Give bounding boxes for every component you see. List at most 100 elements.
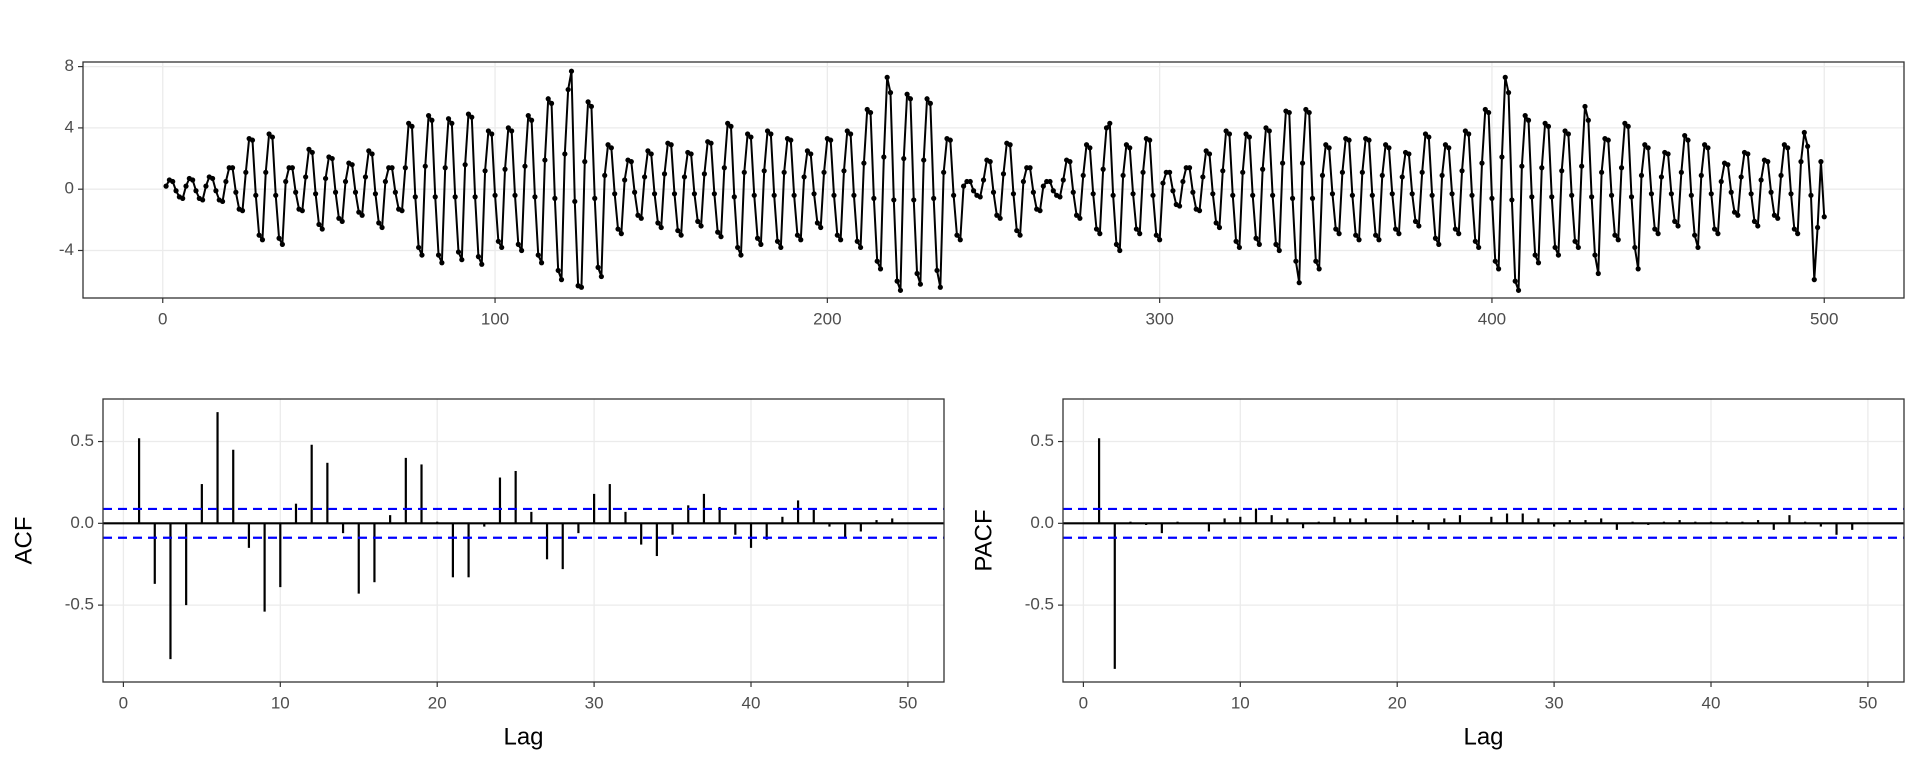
data-point xyxy=(1715,231,1721,237)
data-point xyxy=(1309,195,1316,201)
data-point xyxy=(332,189,339,195)
data-point xyxy=(203,183,209,189)
data-point xyxy=(376,220,382,226)
data-point xyxy=(1422,131,1429,137)
data-point xyxy=(1160,180,1166,186)
x-tick-label: 200 xyxy=(813,309,841,328)
data-point xyxy=(336,215,342,221)
data-point xyxy=(867,109,874,116)
data-point xyxy=(1073,212,1080,218)
data-point xyxy=(499,244,505,251)
data-point xyxy=(319,226,325,232)
data-point xyxy=(901,155,907,162)
data-point xyxy=(223,178,229,185)
data-point xyxy=(754,235,761,241)
data-point xyxy=(1263,125,1269,131)
data-point xyxy=(229,165,236,171)
data-point xyxy=(1472,238,1478,244)
data-point xyxy=(465,111,472,117)
data-point xyxy=(1306,109,1312,116)
data-point xyxy=(1755,223,1761,229)
data-point xyxy=(249,137,256,143)
data-point xyxy=(1608,192,1615,198)
data-point xyxy=(1479,160,1485,166)
data-point xyxy=(748,134,754,140)
x-tick-label: 100 xyxy=(481,309,509,328)
data-point xyxy=(1110,192,1116,198)
data-point xyxy=(1256,241,1262,247)
data-point xyxy=(1147,137,1153,143)
data-point xyxy=(1090,191,1096,197)
data-point xyxy=(1446,145,1452,151)
data-point xyxy=(1057,194,1063,200)
data-point xyxy=(1815,224,1821,231)
data-point xyxy=(738,252,744,258)
y-tick-label: 4 xyxy=(65,117,74,136)
data-point xyxy=(1030,189,1036,195)
data-point xyxy=(1313,258,1319,264)
data-point xyxy=(1200,174,1206,180)
data-point xyxy=(1123,142,1130,148)
data-point xyxy=(1459,168,1465,174)
data-point xyxy=(283,178,289,185)
data-point xyxy=(681,174,688,180)
data-point xyxy=(1014,227,1020,234)
data-point xyxy=(1020,178,1027,185)
data-point xyxy=(977,194,983,200)
data-point xyxy=(356,209,362,215)
data-point xyxy=(299,208,305,214)
data-point xyxy=(1688,192,1694,198)
data-point xyxy=(1113,241,1120,247)
data-point xyxy=(1795,231,1801,237)
data-point xyxy=(728,123,734,129)
y-axis-title: ACF xyxy=(10,517,37,565)
data-point xyxy=(844,128,850,134)
data-point xyxy=(1230,192,1236,198)
data-point xyxy=(1562,128,1568,134)
data-point xyxy=(671,191,678,197)
data-point xyxy=(512,192,518,198)
data-point xyxy=(1419,169,1425,175)
data-point xyxy=(1240,169,1246,175)
data-point xyxy=(452,194,458,200)
data-point xyxy=(475,254,482,260)
data-point xyxy=(655,220,661,226)
data-point xyxy=(1702,142,1708,148)
data-point xyxy=(479,261,485,267)
data-point xyxy=(678,232,684,238)
data-point xyxy=(791,192,797,198)
data-point xyxy=(558,277,565,283)
data-point xyxy=(1280,160,1286,166)
data-point xyxy=(774,238,781,244)
data-point xyxy=(675,227,681,234)
data-point xyxy=(545,96,551,102)
panel-border xyxy=(1062,398,1905,683)
data-point xyxy=(1525,117,1532,123)
data-point xyxy=(1210,191,1216,197)
data-point xyxy=(449,120,455,126)
data-point xyxy=(1665,151,1671,157)
data-point xyxy=(848,131,854,137)
data-point xyxy=(1476,244,1482,251)
data-point xyxy=(429,117,435,123)
data-point xyxy=(1685,137,1691,143)
data-point xyxy=(572,198,578,205)
y-tick-label: 0.0 xyxy=(1030,513,1054,532)
data-point xyxy=(1266,128,1272,134)
x-tick-label: 0 xyxy=(158,309,167,328)
data-point xyxy=(183,183,189,189)
data-point xyxy=(761,168,767,174)
data-point xyxy=(1100,166,1106,172)
data-point xyxy=(1083,142,1090,148)
data-point xyxy=(1296,280,1302,286)
x-tick-label: 500 xyxy=(1810,309,1838,328)
data-point xyxy=(1213,220,1219,226)
data-point xyxy=(495,238,501,244)
x-axis-title: Lag xyxy=(1463,723,1503,750)
data-point xyxy=(781,169,787,175)
data-point xyxy=(1728,189,1734,195)
data-point xyxy=(1383,142,1389,148)
data-point xyxy=(1326,145,1332,151)
